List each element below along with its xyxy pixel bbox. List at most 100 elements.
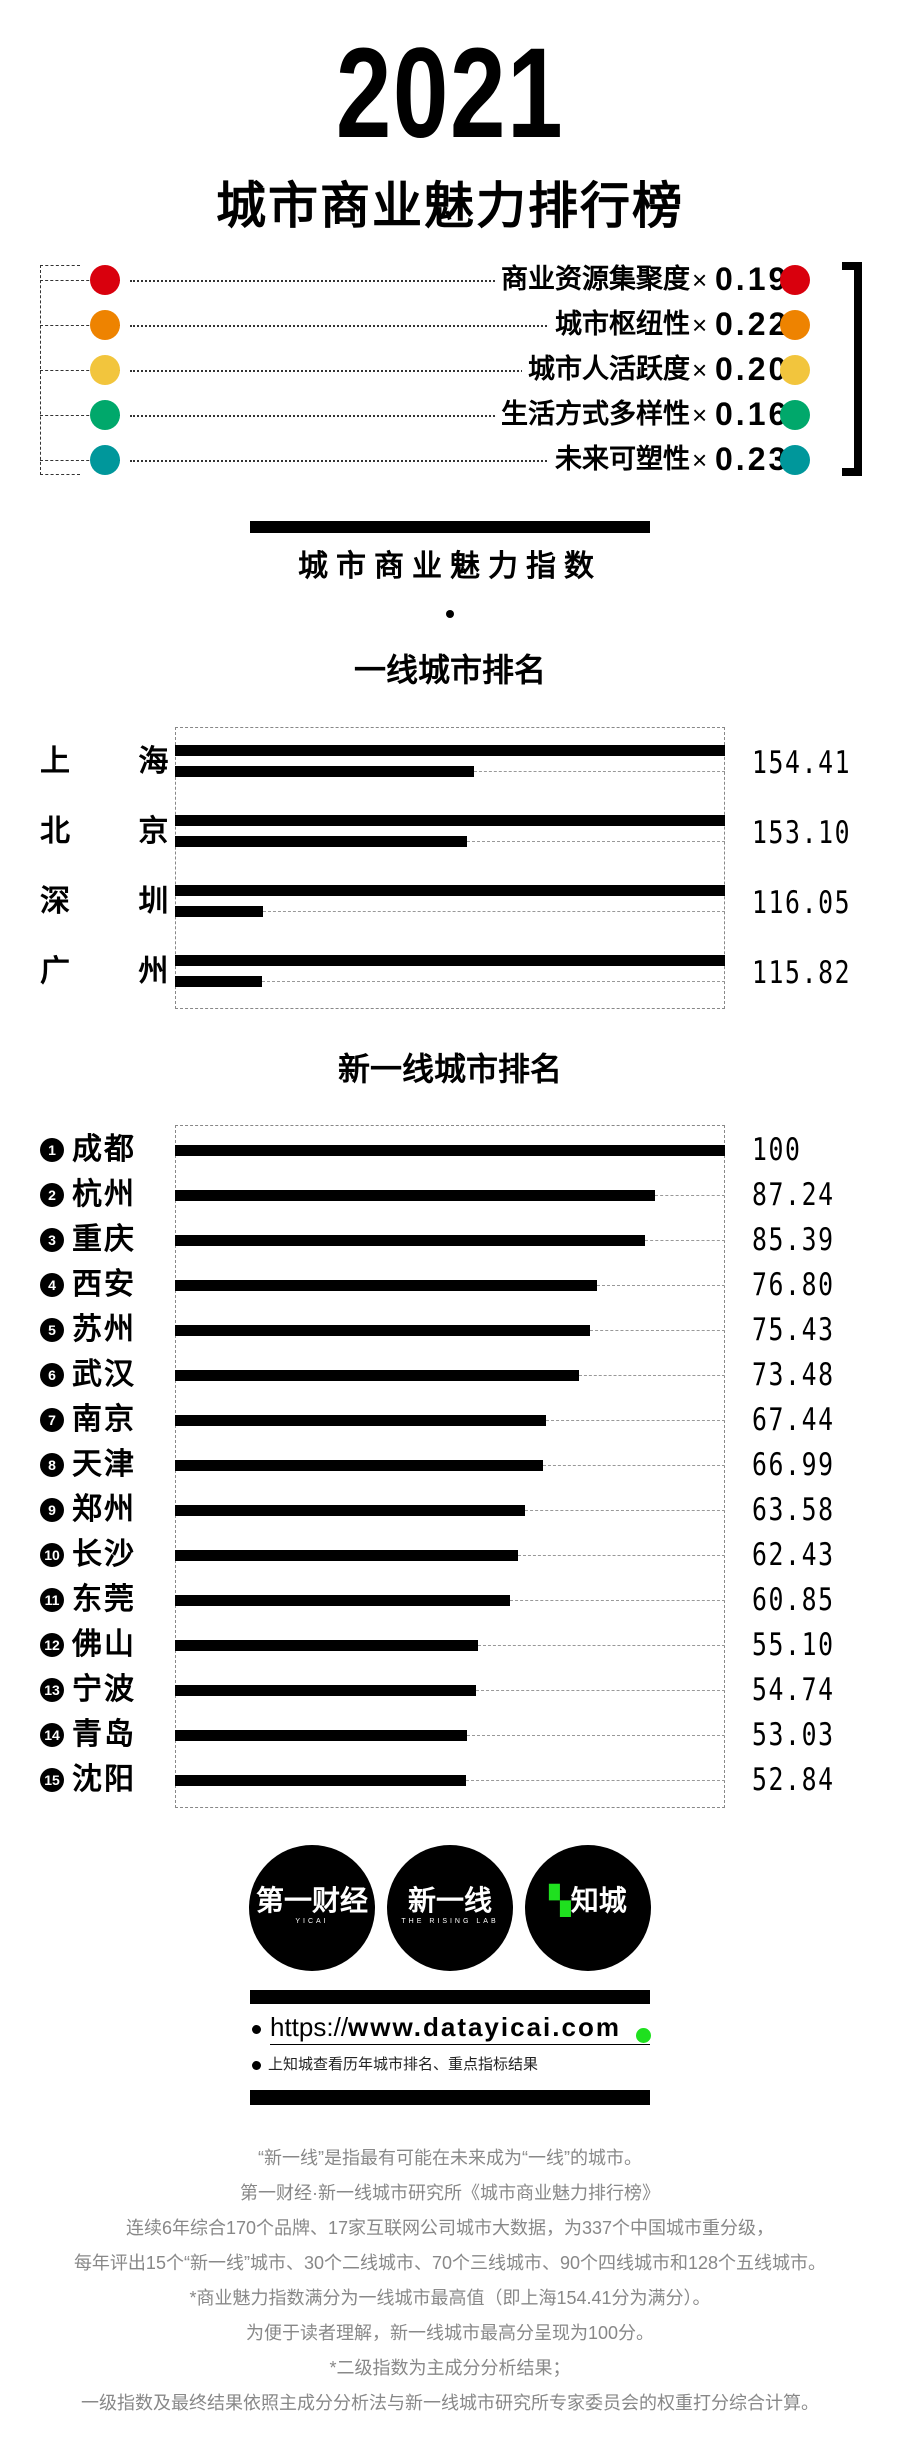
footer-line: 每年评出15个“新一线”城市、30个二线城市、70个三线城市、90个四线城市和1… (73, 2253, 827, 2273)
value-label: 53.03 (752, 1717, 835, 1753)
year-heading: 2021 (335, 22, 565, 165)
city-name: 青岛 (72, 1718, 136, 1751)
bar-remainder-line (543, 1465, 725, 1466)
indicator-dot-icon (780, 355, 810, 385)
weight-row: 城市人活跃度 × 0.20 (0, 351, 900, 387)
city-name: 天津 (72, 1448, 136, 1481)
divider-bar (250, 2090, 650, 2105)
city-name: 长沙 (72, 1538, 136, 1571)
value-label: 115.82 (752, 955, 852, 991)
bar-excess (175, 836, 468, 847)
bullet-icon (252, 2025, 261, 2034)
city-name: 成都 (72, 1133, 136, 1166)
bar (175, 1370, 580, 1381)
divider-bar (250, 1990, 650, 2004)
dashed-connector (40, 325, 120, 326)
value-label: 66.99 (752, 1447, 835, 1483)
bar (175, 1775, 466, 1786)
value-label: 87.24 (752, 1177, 835, 1213)
city-name: 重庆 (72, 1223, 136, 1256)
bar (175, 1595, 510, 1606)
dotted-leader (130, 415, 690, 417)
bar-remainder-line (644, 1240, 725, 1241)
rank-badge: 8 (40, 1453, 64, 1477)
value-label: 85.39 (752, 1222, 835, 1258)
indicator-dot-icon (780, 400, 810, 430)
value-label: 76.80 (752, 1267, 835, 1303)
bullet-icon (252, 2061, 261, 2070)
value-label: 52.84 (752, 1762, 835, 1798)
rank-badge: 15 (40, 1768, 64, 1792)
weight-value: 0.23 (715, 441, 790, 477)
weight-value: 0.19 (715, 261, 790, 297)
rank-badge: 4 (40, 1273, 64, 1297)
bar-excess (175, 766, 475, 777)
city-name: 上 海 (40, 745, 199, 778)
logo-yicai: 第一财经 YICAI (249, 1845, 375, 1971)
bar-excess (175, 906, 264, 917)
tier2-title: 新一线城市排名 (337, 1051, 562, 1087)
value-label: 67.44 (752, 1402, 835, 1438)
bar-remainder-line (474, 771, 725, 772)
value-label: 62.43 (752, 1537, 835, 1573)
dashed-connector (40, 460, 120, 461)
city-name: 武汉 (72, 1358, 136, 1391)
bar-remainder-line (524, 1510, 725, 1511)
times-sign: × (692, 355, 708, 385)
bar-base (175, 815, 725, 826)
divider-bar (250, 521, 650, 533)
weight-label: 城市枢纽性 (549, 306, 690, 342)
city-name: 郑州 (72, 1493, 136, 1526)
value-label: 73.48 (752, 1357, 835, 1393)
weight-value: 0.22 (715, 306, 790, 342)
logo-rising-lab-sub: THE RISING LAB (401, 1918, 499, 1925)
separator-dot (446, 610, 454, 618)
bar (175, 1415, 546, 1426)
bar-remainder-line (465, 1780, 725, 1781)
logo-zhicheng: ▚知城 (525, 1845, 651, 1971)
footer-line: 第一财经·新一线城市研究所《城市商业魅力排行榜》 (240, 2183, 660, 2203)
indicator-dot-icon (780, 445, 810, 475)
value-label: 75.43 (752, 1312, 835, 1348)
website-link[interactable]: https://www.datayicai.com (270, 2010, 650, 2045)
indicator-dot-icon (90, 265, 120, 295)
bar-base (175, 955, 725, 966)
bar-remainder-line (263, 911, 725, 912)
value-label: 54.74 (752, 1672, 835, 1708)
bar (175, 1190, 655, 1201)
value-label: 100 (752, 1132, 802, 1168)
city-name: 苏州 (72, 1313, 136, 1346)
weight-value: 0.20 (715, 351, 790, 387)
dashed-connector (40, 370, 120, 371)
dotted-leader (130, 280, 690, 282)
value-label: 154.41 (752, 745, 852, 781)
index-title: 城市商业魅力指数 (298, 550, 602, 583)
rank-badge: 6 (40, 1363, 64, 1387)
weight-label: 商业资源集聚度 (495, 261, 690, 297)
bar (175, 1460, 544, 1471)
dashed-connector (40, 415, 120, 416)
logo-yicai-text: 第一财经 (255, 1885, 368, 1916)
link-note: 上知城查看历年城市排名、重点指标结果 (268, 2056, 539, 2073)
weight-value: 0.16 (715, 396, 790, 432)
bar-base (175, 745, 725, 756)
bar (175, 1145, 725, 1156)
rank-badge: 10 (40, 1543, 64, 1567)
weight-row: 生活方式多样性 × 0.16 (0, 396, 900, 432)
indicator-dot-icon (90, 310, 120, 340)
city-name: 东莞 (72, 1583, 136, 1616)
dashed-connector (40, 280, 120, 281)
bar-remainder-line (545, 1420, 725, 1421)
bar-base (175, 885, 725, 896)
rank-badge: 11 (40, 1588, 64, 1612)
bar (175, 1640, 479, 1651)
city-name: 西安 (72, 1268, 136, 1301)
city-name: 广 州 (40, 955, 199, 988)
bar-remainder-line (518, 1555, 725, 1556)
footer-line: 一级指数及最终结果依照主成分分析法与新一线城市研究所专家委员会的权重打分综合计算… (81, 2393, 819, 2413)
times-sign: × (692, 400, 708, 430)
bar-remainder-line (467, 841, 725, 842)
bar-remainder-line (654, 1195, 725, 1196)
value-label: 153.10 (752, 815, 852, 851)
rank-badge: 12 (40, 1633, 64, 1657)
